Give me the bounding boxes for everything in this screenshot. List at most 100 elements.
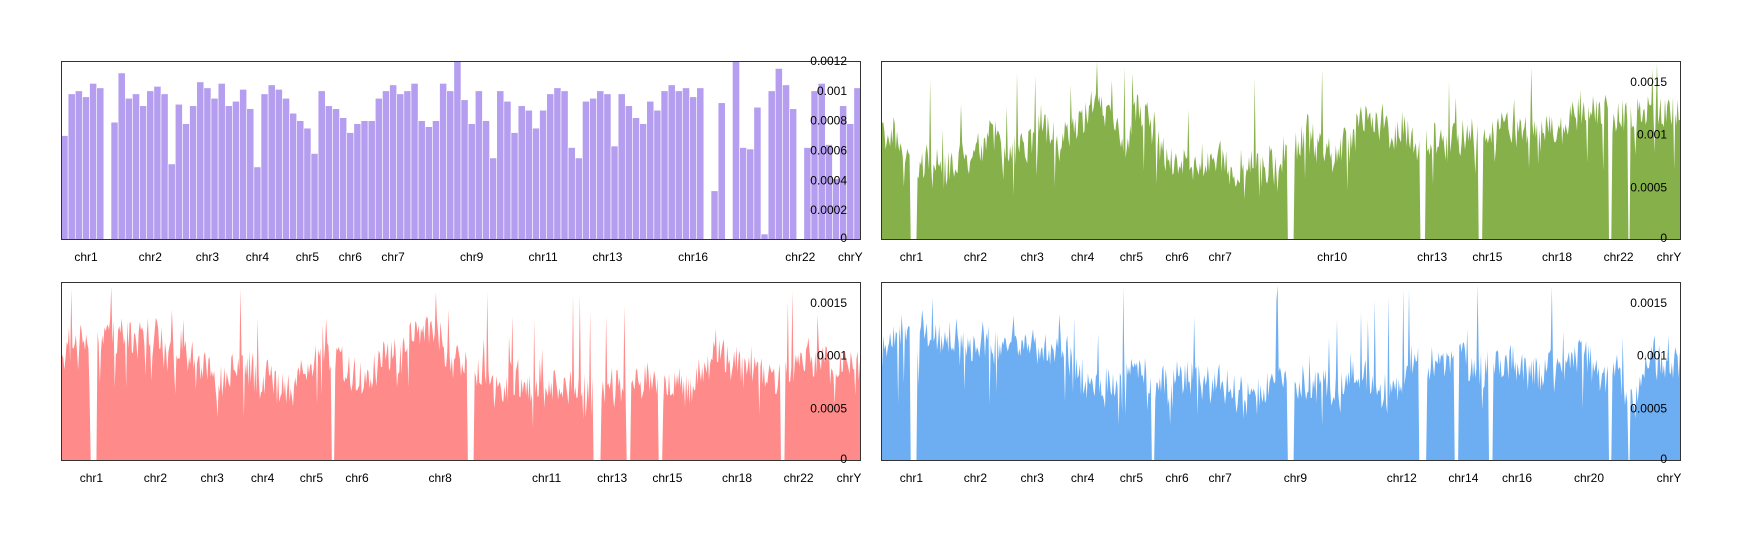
chart-panel-3: 0.0015 0.001 0.0005 0 chr1 chr2 chr3 chr4 chr5 ch…	[61, 282, 862, 485]
bar	[253, 166, 262, 240]
x-tick-label: chr5	[300, 471, 324, 485]
y-tick-label: 0	[1660, 452, 1667, 466]
bar	[260, 93, 269, 240]
x-tick-label: chr11	[532, 471, 561, 485]
bar	[274, 89, 283, 240]
bar	[524, 109, 533, 240]
x-tick-label: chr1	[74, 250, 98, 264]
bar	[96, 87, 105, 240]
bar	[167, 163, 176, 240]
y-tick-label: 0	[840, 452, 847, 466]
x-tick-label: chr6	[1165, 250, 1189, 264]
bar	[210, 97, 219, 240]
bar	[382, 90, 390, 240]
y-tick-label: 0.001	[817, 349, 847, 363]
bar	[489, 157, 498, 240]
y-tick-label: 0.001	[1637, 349, 1667, 363]
bar	[67, 93, 76, 240]
bar	[617, 93, 626, 240]
x-tick-label: chr9	[1284, 471, 1308, 485]
bar	[717, 102, 726, 240]
bar	[110, 121, 119, 240]
bar	[396, 93, 405, 240]
bar	[467, 123, 476, 240]
x-tick-label: chr8	[429, 471, 453, 485]
y-tick-label: 0.0012	[810, 54, 847, 68]
bar	[182, 123, 190, 240]
bar	[324, 105, 333, 240]
y-tick-label: 0.0005	[810, 401, 847, 415]
plot-frame	[881, 61, 1681, 240]
y-tick-label: 0.0004	[810, 173, 847, 187]
bar	[296, 120, 305, 240]
bar	[710, 190, 719, 240]
y-tick-label: 0.0015	[810, 296, 847, 310]
bar	[682, 87, 690, 240]
x-tick-label: chr4	[251, 471, 275, 485]
x-tick-label: chr2	[964, 471, 988, 485]
bar	[74, 90, 83, 240]
bar	[567, 147, 576, 240]
x-tick-label: chr1	[900, 250, 924, 264]
bar	[482, 120, 490, 240]
bar	[689, 96, 698, 240]
series-area	[61, 286, 861, 461]
bar	[496, 90, 505, 240]
series-area	[881, 61, 1681, 240]
x-tick-label: chr3	[196, 250, 220, 264]
bar	[267, 84, 276, 240]
bar	[539, 109, 548, 240]
plot-area	[881, 61, 1681, 240]
bar	[339, 117, 348, 240]
bar	[239, 89, 248, 240]
plot-area	[881, 284, 1681, 461]
y-tick-label: 0.001	[817, 84, 847, 98]
x-tick-label: chr7	[381, 250, 405, 264]
y-tick-label: 0.0006	[810, 144, 847, 158]
x-tick-label: chr3	[1021, 471, 1045, 485]
bar	[582, 100, 590, 240]
bar	[232, 100, 240, 240]
x-tick-label: chrY	[838, 250, 863, 264]
bar	[424, 126, 433, 240]
bar	[174, 103, 183, 240]
bar	[553, 87, 562, 240]
plot-frame	[61, 282, 861, 461]
plot-frame	[61, 61, 861, 240]
x-tick-label: chr5	[1120, 250, 1144, 264]
bar	[803, 147, 812, 240]
chart-panel-2: 0.0015 0.001 0.0005 0 chr1 chr2 chr3 chr4 chr5 ch…	[881, 61, 1682, 264]
bar	[117, 72, 126, 240]
bar	[139, 105, 148, 240]
x-tick-label: chr14	[1448, 471, 1478, 485]
x-tick-label: chr4	[1071, 250, 1095, 264]
y-tick-label: 0	[840, 231, 847, 245]
bar	[503, 100, 512, 240]
x-tick-label: chr3	[1021, 250, 1045, 264]
x-tick-label: chr22	[784, 471, 814, 485]
x-tick-label: chr16	[1502, 471, 1532, 485]
y-tick-label: 0.0002	[810, 203, 847, 217]
x-tick-label: chr16	[678, 250, 708, 264]
x-tick-label: chrY	[837, 471, 862, 485]
bar	[189, 105, 198, 240]
bar	[824, 144, 833, 240]
bar	[282, 97, 290, 240]
plot-area	[61, 286, 861, 461]
bar	[439, 83, 448, 240]
x-tick-label: chr4	[246, 250, 270, 264]
bar	[360, 120, 369, 240]
y-tick-label: 0.0008	[810, 114, 847, 128]
x-tick-label: chr5	[1120, 471, 1144, 485]
bar	[432, 120, 440, 240]
bar	[596, 90, 605, 240]
bar	[203, 87, 212, 240]
bar	[560, 90, 569, 240]
bar	[246, 108, 255, 240]
plot-frame	[881, 282, 1681, 461]
x-tick-label: chrY	[1657, 250, 1682, 264]
x-tick-label: chr2	[139, 250, 163, 264]
bar	[196, 81, 205, 240]
bar	[474, 90, 483, 240]
